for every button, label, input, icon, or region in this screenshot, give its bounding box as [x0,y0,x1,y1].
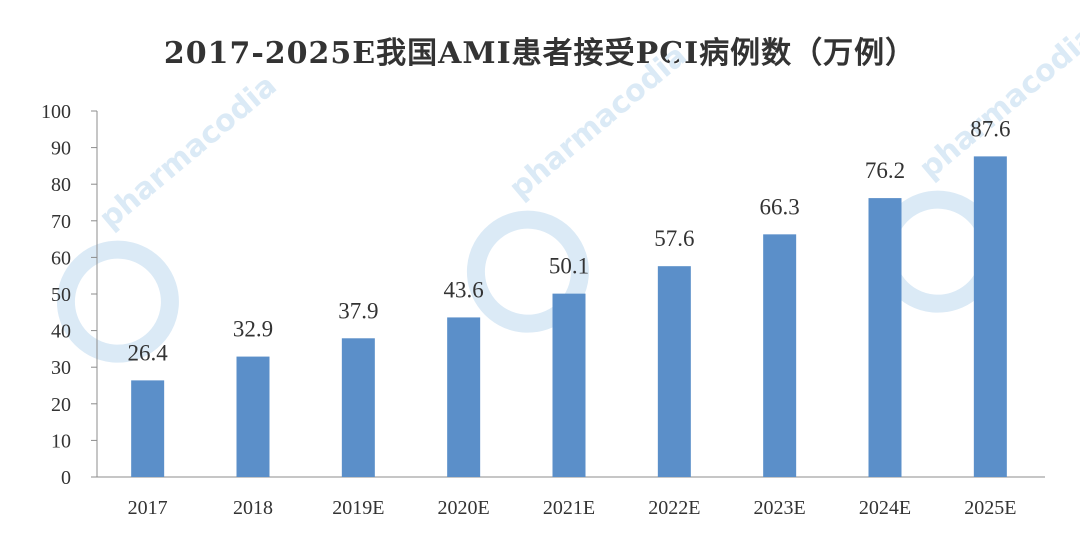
data-label: 50.1 [549,254,589,279]
data-label: 57.6 [654,226,694,251]
bar [447,317,481,477]
x-tick-label: 2024E [859,497,911,519]
y-tick-label: 80 [51,174,71,196]
x-tick-label: 2023E [754,497,806,519]
y-tick-label: 40 [51,321,71,343]
watermark-text: pharmacodia [503,38,694,206]
bar [552,293,586,477]
bars [131,156,1007,477]
y-tick-label: 70 [51,211,71,233]
chart-title: 2017-2025E我国AMI患者接受PCI病例数（万例） [163,36,917,71]
x-tick-label: 2020E [438,497,490,519]
data-label: 37.9 [338,298,378,323]
bar [657,266,691,477]
y-tick-label: 50 [51,284,71,306]
bar [763,234,797,477]
x-tick-label: 2017 [128,497,168,519]
data-label: 26.4 [128,340,169,365]
data-label: 32.9 [233,317,273,342]
data-label: 43.6 [444,277,484,302]
data-label: 87.6 [970,116,1010,141]
y-tick-label: 10 [51,430,71,452]
y-tick-label: 20 [51,394,71,416]
y-tick-label: 60 [51,247,71,269]
y-tick-label: 100 [41,101,71,123]
y-tick-label: 90 [51,138,71,160]
data-label: 76.2 [865,158,905,183]
bar [341,338,375,477]
x-tick-label: 2022E [648,497,700,519]
x-tick-label: 2025E [964,497,1016,519]
bar [973,156,1007,477]
x-tick-label: 2019E [332,497,384,519]
watermark-logo-ring [56,240,179,363]
x-tick-label: 2018 [233,497,273,519]
data-label: 66.3 [760,194,800,219]
watermark: pharmacodia [56,68,284,363]
y-tick-label: 0 [61,467,71,489]
bar [131,380,165,477]
y-tick-label: 30 [51,357,71,379]
watermark-text: pharmacodia [93,68,284,236]
watermark-layer: pharmacodia pharmacodia pharmacodia [56,18,1080,363]
x-tick-label: 2021E [543,497,595,519]
bar [868,198,902,477]
labels: 26.4 2017 32.9 2018 37.9 2019E 43.6 2020E 50.1 20… [128,116,1017,519]
bar [236,356,270,477]
